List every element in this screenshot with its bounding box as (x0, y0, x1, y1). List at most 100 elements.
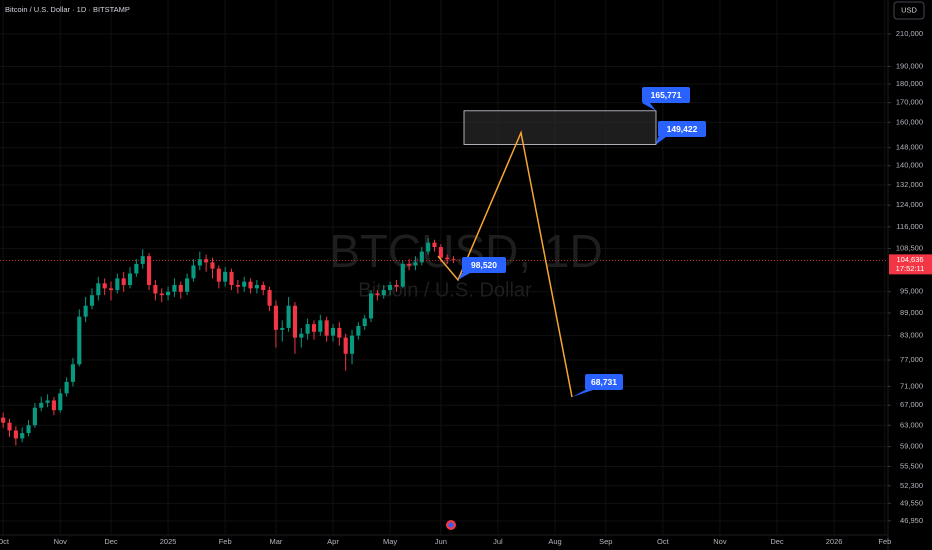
candle-body (223, 271, 228, 282)
candle-body (299, 333, 304, 338)
currency[interactable]: USD (901, 5, 917, 14)
candle-body (235, 284, 240, 287)
y-tick-label: 190,000 (896, 61, 923, 70)
event-icon[interactable] (446, 520, 456, 530)
candle-body (83, 305, 88, 317)
candle-body (191, 265, 196, 279)
candle-body (89, 295, 95, 306)
candle-body (229, 271, 234, 285)
candle-body (267, 290, 272, 306)
y-tick-label: 52,300 (900, 481, 923, 490)
candle-body (70, 364, 76, 382)
x-tick-label: Dec (104, 537, 118, 546)
x-tick-label: Sep (599, 537, 612, 546)
x-tick-label: Apr (327, 537, 339, 546)
candle-body (7, 422, 12, 431)
candle-body (140, 256, 145, 264)
x-tick-label: Nov (54, 537, 68, 546)
callout-label: 98,520 (471, 260, 497, 270)
candle-body (134, 263, 139, 274)
x-tick-label: Feb (878, 537, 891, 546)
y-tick-label: 108,500 (896, 244, 923, 253)
y-tick-label: 63,000 (900, 420, 923, 429)
callout-label: 68,731 (591, 377, 617, 387)
y-tick-label: 160,000 (896, 117, 923, 126)
x-tick-label: Feb (219, 537, 232, 546)
candle-body (343, 337, 348, 354)
candle-body (413, 262, 418, 266)
y-tick-label: 83,000 (900, 331, 923, 340)
callout-label: 165,771 (651, 90, 682, 100)
x-tick-label: Nov (713, 537, 727, 546)
candle-body (254, 284, 259, 289)
y-tick-label: 67,000 (900, 400, 923, 409)
y-tick-label: 89,000 (900, 308, 923, 317)
y-tick-label: 116,000 (896, 222, 923, 231)
grid (0, 0, 888, 535)
candle-body (451, 259, 456, 261)
event-icon-dot[interactable] (448, 522, 454, 528)
currency-button[interactable] (893, 1, 925, 20)
y-tick-label: 132,000 (896, 180, 923, 189)
x-tick-label: Dec (770, 537, 784, 546)
callout-box (585, 374, 623, 390)
candle-body (280, 327, 285, 330)
candle-body (20, 433, 25, 439)
candle-body (77, 316, 82, 365)
y-tick-label: 46,950 (900, 516, 923, 525)
candle-body (108, 288, 114, 291)
callout-tail (458, 273, 470, 280)
candle-body (438, 247, 443, 258)
candle-body (26, 425, 31, 434)
y-tick-label: 55,500 (900, 461, 923, 470)
callout-tail (656, 137, 666, 145)
candle-body (400, 263, 405, 287)
candle-body (216, 268, 221, 282)
candle-body (292, 305, 298, 338)
x-tick-label: 2026 (826, 537, 843, 546)
candle-body (127, 273, 133, 285)
y-tick-label: 95,000 (900, 287, 923, 296)
projection-path (437, 130, 573, 398)
candle-body (286, 305, 291, 328)
candle-body (45, 400, 50, 403)
last-price-label: 104,636 (896, 255, 923, 264)
y-tick-label: 59,000 (900, 442, 923, 451)
y-tick-label: 210,000 (896, 29, 923, 38)
candle-body (102, 283, 107, 289)
countdown: 17:52:11 (896, 264, 925, 273)
candle-body (407, 263, 412, 266)
y-tick-label: 148,000 (896, 143, 923, 152)
candle-body (305, 324, 310, 334)
x-tick-label: Jul (493, 537, 503, 546)
candle-body (96, 283, 101, 296)
y-tick-label: 124,000 (896, 200, 923, 209)
candle-body (445, 257, 450, 260)
candle-body (242, 281, 247, 287)
y-tick-label: 140,000 (896, 161, 923, 170)
candle-body (349, 335, 355, 354)
x-tick-label: Mar (269, 537, 282, 546)
callout-tail (572, 390, 593, 397)
target-zone (463, 110, 657, 145)
candle-body (39, 402, 44, 408)
candle-body (362, 318, 367, 327)
callout-tail (642, 103, 656, 111)
candle-body (185, 278, 190, 292)
y-tick-label: 49,550 (900, 498, 923, 507)
callout-box (642, 87, 690, 103)
candle-body (115, 278, 120, 291)
candle-body (273, 305, 278, 330)
candle-body (330, 327, 336, 336)
candle-body (64, 381, 69, 394)
candle-body (426, 242, 431, 252)
candle-body (1, 417, 6, 423)
candle-body (375, 293, 380, 296)
candle-body (248, 281, 253, 289)
x-tick-label: 2025 (160, 537, 177, 546)
candle-body (166, 291, 171, 296)
candle-body (337, 327, 342, 338)
candle-body (153, 284, 158, 294)
